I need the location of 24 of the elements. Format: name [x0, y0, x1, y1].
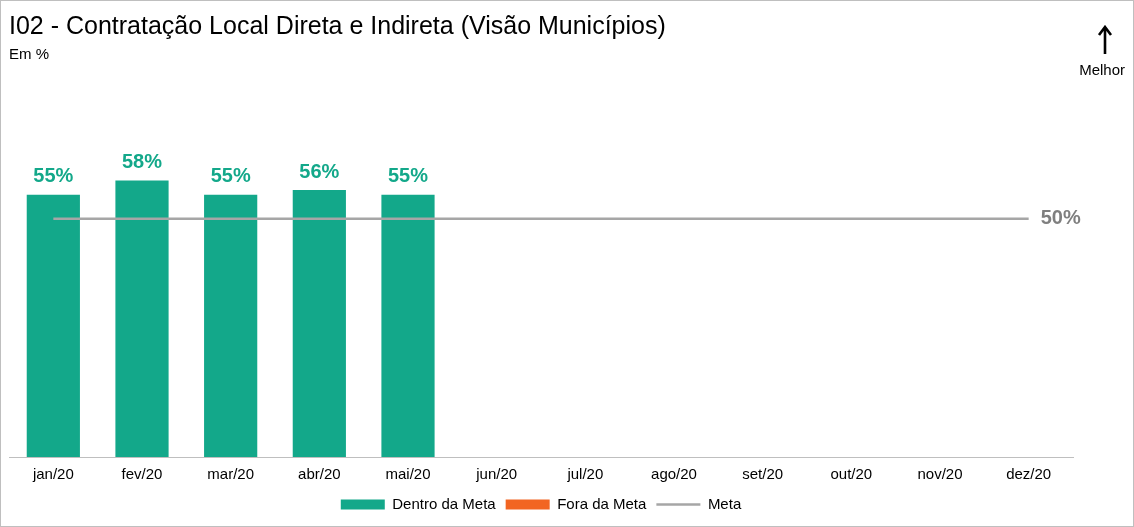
- x-tick-label: nov/20: [917, 465, 963, 483]
- x-tick-label: jul/20: [566, 465, 604, 483]
- text: Melhor: [1079, 61, 1125, 78]
- data-label: 55%: [210, 164, 251, 187]
- data-label: 50%: [1040, 206, 1081, 229]
- x-tick-label: mar/20: [207, 465, 255, 483]
- data-label: 55%: [387, 164, 429, 187]
- x-tick-label: jan/20: [31, 465, 74, 483]
- x-tick-label: out/20: [830, 465, 873, 483]
- data-label: 58%: [121, 150, 163, 173]
- x-tick-label: ago/20: [651, 465, 697, 483]
- chart-title: I02 - Contratação Local Direta e Indireta (Visão Municípios): [9, 11, 666, 40]
- x-tick-label: abr/20: [298, 465, 341, 483]
- x-tick-label: fev/20: [121, 465, 163, 483]
- chart-subtitle: Em %: [9, 45, 50, 62]
- x-tick-label: set/20: [742, 465, 784, 483]
- legend-label: Meta: [707, 494, 742, 512]
- x-tick-label: mai/20: [385, 465, 431, 483]
- x-tick-label: dez/20: [1006, 465, 1052, 483]
- legend-label: Fora da Meta: [557, 494, 648, 512]
- legend-label: Dentro da Meta: [392, 494, 497, 512]
- x-tick-label: jun/20: [475, 465, 518, 483]
- data-label: 55%: [33, 164, 74, 187]
- data-label: 56%: [299, 159, 340, 182]
